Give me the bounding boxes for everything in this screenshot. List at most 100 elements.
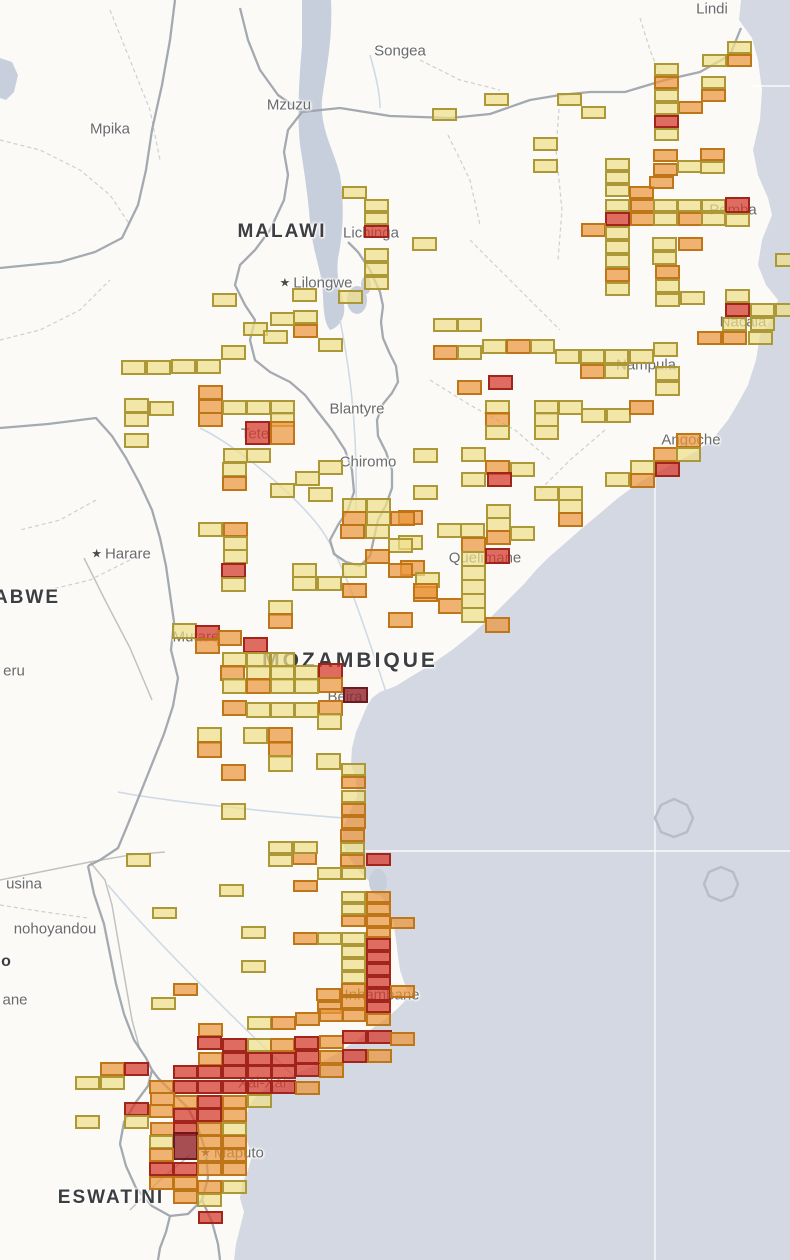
grid-cell[interactable] [222,700,247,716]
grid-cell[interactable] [533,137,558,151]
grid-cell[interactable] [558,400,583,415]
grid-cell[interactable] [653,447,678,462]
grid-cell[interactable] [342,1030,367,1044]
grid-cell[interactable] [697,331,722,345]
grid-cell[interactable] [292,576,317,591]
grid-cell[interactable] [652,237,677,251]
grid-cell[interactable] [270,312,295,326]
grid-cell[interactable] [341,945,366,958]
grid-cell[interactable] [197,1122,222,1136]
grid-cell[interactable] [558,512,583,527]
grid-cell[interactable] [655,366,680,381]
grid-cell[interactable] [342,186,367,199]
grid-cell[interactable] [247,1094,272,1108]
grid-cell[interactable] [245,421,270,445]
grid-cell[interactable] [341,763,366,776]
grid-cell[interactable] [318,338,343,352]
grid-cell[interactable] [149,1162,174,1176]
grid-cell[interactable] [365,549,390,564]
grid-cell[interactable] [270,1038,295,1052]
grid-cell[interactable] [460,523,485,538]
grid-cell[interactable] [701,199,726,212]
grid-cell[interactable] [270,678,295,694]
grid-cell[interactable] [295,1012,320,1026]
grid-cell[interactable] [270,421,295,445]
grid-cell[interactable] [317,576,342,591]
grid-cell[interactable] [366,903,391,915]
grid-cell[interactable] [271,1065,296,1079]
grid-cell[interactable] [605,254,630,268]
grid-cell[interactable] [222,1135,247,1149]
grid-cell[interactable] [195,638,220,654]
grid-cell[interactable] [340,524,365,539]
grid-cell[interactable] [701,212,726,226]
grid-cell[interactable] [124,412,149,427]
grid-cell[interactable] [318,677,343,693]
grid-cell[interactable] [341,867,366,880]
grid-cell[interactable] [149,1148,174,1162]
grid-cell[interactable] [198,1023,223,1037]
grid-cell[interactable] [366,1013,391,1026]
grid-cell[interactable] [605,212,630,226]
grid-cell[interactable] [151,997,176,1010]
grid-cell[interactable] [388,538,413,553]
grid-cell[interactable] [653,342,678,357]
grid-cell[interactable] [580,364,605,379]
grid-cell[interactable] [268,755,293,772]
grid-cell[interactable] [366,963,391,976]
grid-cell[interactable] [581,106,606,119]
grid-cell[interactable] [649,176,674,189]
grid-cell[interactable] [700,148,725,161]
grid-cell[interactable] [341,891,366,903]
grid-cell[interactable] [342,583,367,598]
grid-cell[interactable] [581,223,606,237]
grid-cell[interactable] [197,1193,222,1207]
grid-cell[interactable] [173,1132,198,1160]
grid-cell[interactable] [605,158,630,171]
grid-cell[interactable] [461,472,486,487]
grid-cell[interactable] [293,880,318,892]
grid-cell[interactable] [366,1001,391,1013]
grid-cell[interactable] [605,240,630,254]
grid-cell[interactable] [340,829,365,842]
grid-cell[interactable] [100,1076,125,1090]
grid-cell[interactable] [654,115,679,128]
grid-cell[interactable] [388,612,413,628]
grid-cell[interactable] [149,401,174,416]
grid-cell[interactable] [341,803,366,816]
grid-cell[interactable] [629,186,654,199]
grid-cell[interactable] [510,462,535,477]
grid-cell[interactable] [247,1080,272,1094]
grid-cell[interactable] [388,563,413,578]
grid-cell[interactable] [341,1009,366,1022]
grid-cell[interactable] [173,1190,198,1204]
grid-cell[interactable] [295,1050,320,1064]
grid-cell[interactable] [271,1080,296,1094]
grid-cell[interactable] [295,1081,320,1095]
grid-cell[interactable] [124,1062,149,1076]
grid-cell[interactable] [171,359,196,374]
grid-cell[interactable] [124,1102,149,1116]
grid-cell[interactable] [487,472,512,487]
grid-cell[interactable] [364,212,389,225]
grid-cell[interactable] [222,462,247,477]
grid-cell[interactable] [319,1008,344,1022]
grid-cell[interactable] [366,927,391,938]
grid-cell[interactable] [197,1135,222,1149]
grid-cell[interactable] [243,637,268,653]
grid-cell[interactable] [222,1108,247,1122]
grid-cell[interactable] [196,359,221,374]
grid-cell[interactable] [124,1115,149,1129]
grid-cell[interactable] [316,988,341,1001]
grid-cell[interactable] [555,349,580,364]
grid-cell[interactable] [173,1108,198,1122]
grid-cell[interactable] [270,483,295,498]
grid-cell[interactable] [701,76,726,89]
grid-cell[interactable] [630,473,655,488]
grid-cell[interactable] [221,577,246,592]
grid-cell[interactable] [485,425,510,440]
grid-cell[interactable] [678,101,703,114]
grid-cell[interactable] [341,983,366,996]
grid-cell[interactable] [197,1036,222,1050]
